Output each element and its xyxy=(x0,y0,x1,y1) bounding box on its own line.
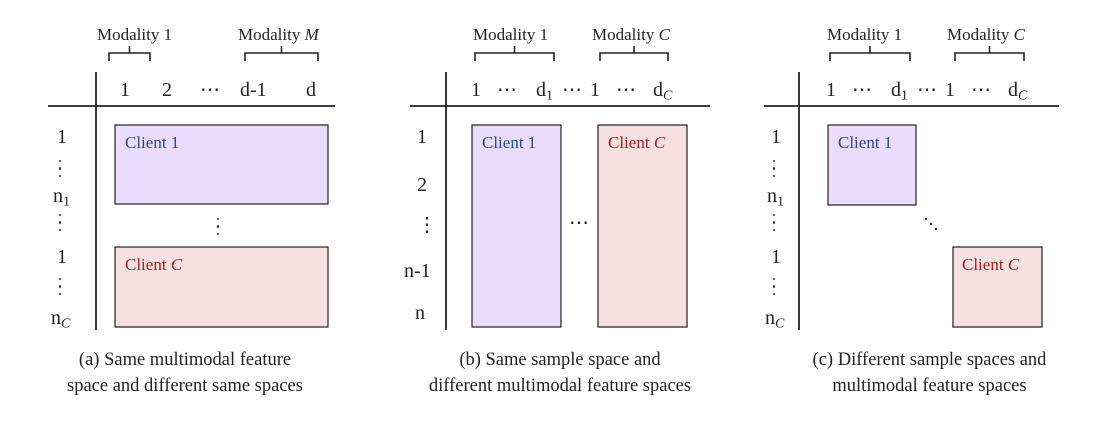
row-vdots xyxy=(59,278,63,300)
col-label: d-1 xyxy=(240,79,267,101)
client-1-box xyxy=(114,124,329,205)
row-vdots xyxy=(59,214,63,236)
col-label: ⋯ xyxy=(616,79,636,101)
col-label: ⋯ xyxy=(971,79,991,101)
col-label: 1 xyxy=(590,79,600,101)
client-1-box xyxy=(471,124,562,328)
modality-c-label: Modality C xyxy=(947,25,1025,44)
client-c-box xyxy=(597,124,688,328)
client-c-box xyxy=(114,246,329,328)
col-label: dC xyxy=(653,79,673,104)
row-label: nC xyxy=(51,307,71,332)
col-label: 1 xyxy=(471,79,481,101)
brace-modality-m xyxy=(244,46,319,61)
col-label: d xyxy=(306,79,316,101)
row-label: 1 xyxy=(771,126,781,148)
caption-b: (b) Same sample space and different mult… xyxy=(428,350,692,396)
row-label: ⋮ xyxy=(417,214,437,236)
brace-modality-1 xyxy=(474,46,555,61)
panel-b: Modality 1 Modality C 1 ⋯ d1 ⋯ 1 ⋯ dC 1 … xyxy=(370,0,750,432)
col-label: ⋯ xyxy=(852,79,872,101)
brace-modality-c xyxy=(599,46,669,61)
panel-b-lines xyxy=(410,46,710,330)
col-label: ⋯ xyxy=(562,79,582,101)
row-vdots xyxy=(773,214,777,236)
modality-1-label: Modality 1 xyxy=(97,25,173,44)
client-1-label: Client 1 xyxy=(125,133,180,152)
row-vdots xyxy=(773,160,777,182)
brace-modality-c xyxy=(954,46,1025,61)
col-label: ⋯ xyxy=(200,79,220,101)
col-label: d1 xyxy=(891,79,908,104)
row-label: 1 xyxy=(57,126,67,148)
row-label: 1 xyxy=(771,246,781,268)
row-label: n1 xyxy=(53,185,70,210)
client-1-label: Client 1 xyxy=(838,133,893,152)
modality-1-label: Modality 1 xyxy=(827,25,903,44)
row-label: nC xyxy=(765,307,785,332)
between-clients-vdots xyxy=(217,218,221,240)
row-vdots xyxy=(773,278,777,300)
between-clients-dots: ⋯ xyxy=(569,212,589,234)
caption-a: (a) Same multimodal feature space and di… xyxy=(67,350,303,396)
col-label: dC xyxy=(1008,79,1028,104)
client-1-box xyxy=(827,124,917,206)
panel-a-lines xyxy=(48,46,335,330)
row-label: 1 xyxy=(57,246,67,268)
col-label: 1 xyxy=(945,79,955,101)
client-c-label: Client C xyxy=(962,255,1020,274)
row-vdots xyxy=(59,160,63,182)
col-label: 2 xyxy=(162,79,172,101)
modality-m-label: Modality M xyxy=(238,25,319,44)
row-label: n xyxy=(415,302,425,324)
col-label: 1 xyxy=(826,79,836,101)
panel-a: Modality 1 Modality M 1 2 ⋯ d-1 d 1 n1 1… xyxy=(0,0,370,432)
row-label: 1 xyxy=(417,126,427,148)
row-label: n-1 xyxy=(404,260,431,282)
client-c-box xyxy=(952,246,1043,328)
client-c-label: Client C xyxy=(125,255,183,274)
col-label: ⋯ xyxy=(917,79,937,101)
col-label: d1 xyxy=(536,79,553,104)
caption-c: (c) Different sample spaces and multimod… xyxy=(812,350,1047,396)
client-c-label: Client C xyxy=(608,133,666,152)
row-label: n1 xyxy=(767,185,784,210)
brace-modality-1 xyxy=(108,46,151,61)
col-label: ⋯ xyxy=(497,79,517,101)
panel-c-lines xyxy=(764,46,1059,330)
diagonal-dots xyxy=(924,217,938,231)
modality-c-label: Modality C xyxy=(592,25,670,44)
panel-c: Modality 1 Modality C 1 ⋯ d1 ⋯ 1 ⋯ dC 1 … xyxy=(750,0,1109,432)
modality-1-label: Modality 1 xyxy=(473,25,549,44)
col-label: 1 xyxy=(120,79,130,101)
brace-modality-1 xyxy=(829,46,911,61)
client-1-label: Client 1 xyxy=(482,133,537,152)
row-label: 2 xyxy=(417,174,427,196)
